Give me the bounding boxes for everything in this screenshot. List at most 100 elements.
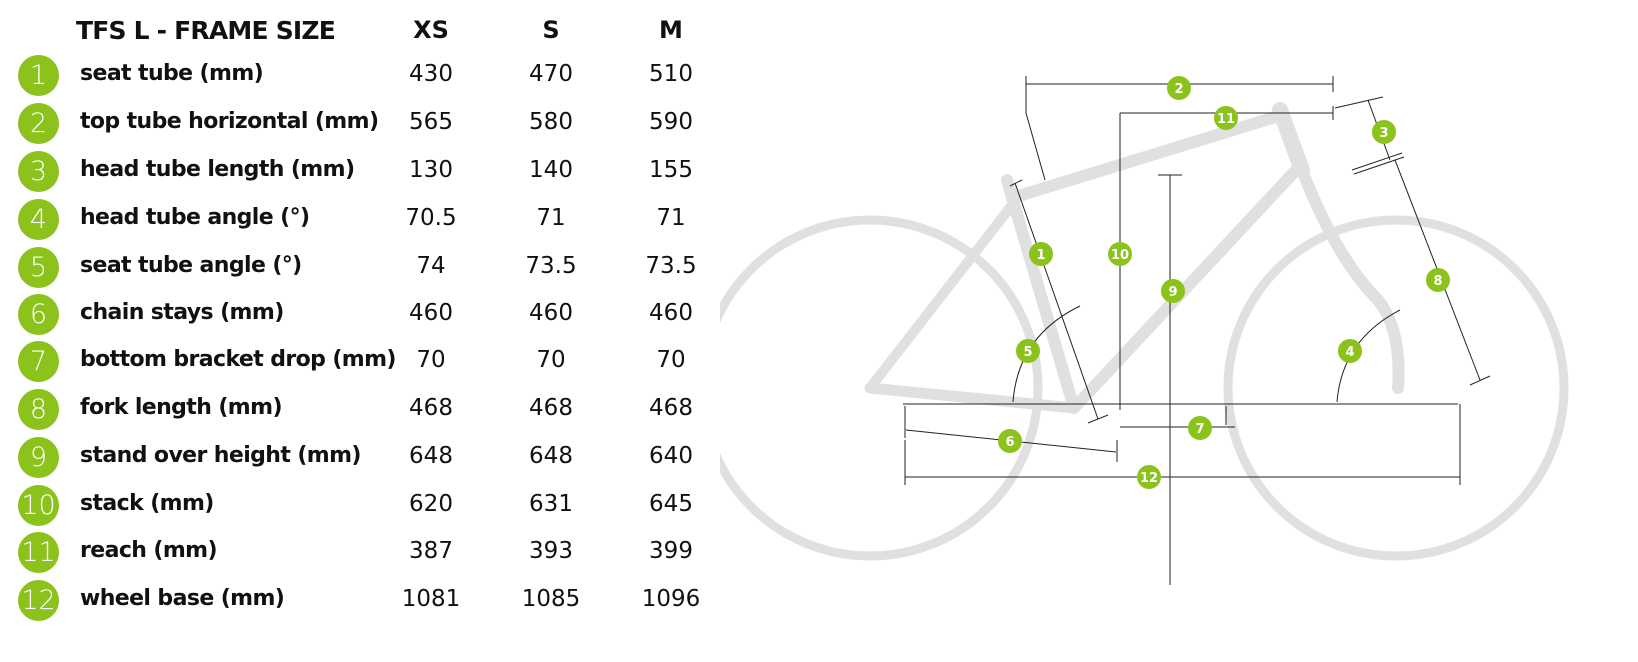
marker-2: 2 [1167, 76, 1191, 100]
marker-12-label: 12 [1140, 471, 1158, 486]
rear-wheel [720, 215, 1043, 561]
marker-8: 8 [1426, 268, 1450, 292]
marker-11-label: 11 [1217, 112, 1235, 127]
row-number-badge: 5 [18, 247, 59, 288]
size-header-s: S [542, 16, 560, 44]
value-s: 73.5 [525, 253, 577, 279]
value-s: 460 [529, 300, 573, 326]
value-m: 590 [649, 109, 693, 135]
row-label: chain stays (mm) [80, 300, 284, 325]
value-m: 510 [649, 61, 693, 87]
value-m: 1096 [641, 586, 701, 612]
value-s: 140 [529, 157, 573, 183]
table-row: 12 wheel base (mm) 1081 1085 1096 [0, 577, 720, 627]
table-row: 8 fork length (mm) 468 468 468 [0, 386, 720, 436]
value-xs: 130 [409, 157, 453, 183]
dimension-markers: 2 11 3 1 10 9 8 5 [998, 76, 1450, 489]
row-label: head tube angle (°) [80, 205, 310, 230]
marker-5: 5 [1016, 339, 1040, 363]
marker-7-label: 7 [1195, 422, 1204, 437]
value-s: 470 [529, 61, 573, 87]
marker-4-label: 4 [1345, 345, 1354, 360]
bike-frame [864, 102, 1405, 414]
marker-5-label: 5 [1023, 345, 1032, 360]
value-m: 399 [649, 538, 693, 564]
value-xs: 460 [409, 300, 453, 326]
row-number-badge: 12 [18, 580, 59, 621]
marker-3-label: 3 [1379, 126, 1388, 141]
value-m: 460 [649, 300, 693, 326]
value-s: 70 [536, 347, 566, 373]
value-m: 155 [649, 157, 693, 183]
marker-9: 9 [1161, 279, 1185, 303]
value-m: 70 [656, 347, 686, 373]
value-xs: 1081 [401, 586, 461, 612]
marker-8-label: 8 [1433, 274, 1442, 289]
value-xs: 70.5 [405, 205, 457, 231]
table-row: 3 head tube length (mm) 130 140 155 [0, 148, 720, 198]
geometry-table: TFS L - FRAME SIZE XS S M 1 seat tube (m… [0, 0, 720, 662]
table-header: TFS L - FRAME SIZE XS S M [0, 10, 720, 50]
table-row: 4 head tube angle (°) 70.5 71 71 [0, 196, 720, 246]
value-s: 71 [536, 205, 566, 231]
front-wheel [1223, 215, 1569, 561]
table-row: 5 seat tube angle (°) 74 73.5 73.5 [0, 244, 720, 294]
marker-10: 10 [1108, 242, 1132, 266]
row-number-badge: 2 [18, 103, 59, 144]
value-s: 393 [529, 538, 573, 564]
table-row: 6 chain stays (mm) 460 460 460 [0, 291, 720, 341]
value-xs: 468 [409, 395, 453, 421]
value-m: 71 [656, 205, 686, 231]
value-s: 468 [529, 395, 573, 421]
row-label: fork length (mm) [80, 395, 283, 420]
value-xs: 70 [416, 347, 446, 373]
row-number-badge: 8 [18, 389, 59, 430]
value-s: 1085 [521, 586, 581, 612]
row-number-badge: 1 [18, 55, 59, 96]
marker-3: 3 [1372, 120, 1396, 144]
bike-geometry-diagram: 2 11 3 1 10 9 8 5 [720, 76, 1569, 585]
table-row: 7 bottom bracket drop (mm) 70 70 70 [0, 338, 720, 388]
marker-1-label: 1 [1036, 248, 1045, 263]
row-number-badge: 6 [18, 294, 59, 335]
table-row: 2 top tube horizontal (mm) 565 580 590 [0, 100, 720, 150]
marker-7: 7 [1188, 416, 1212, 440]
table-row: 9 stand over height (mm) 648 648 640 [0, 434, 720, 484]
table-title: TFS L - FRAME SIZE [76, 16, 336, 45]
row-number-badge: 10 [18, 485, 59, 526]
value-s: 631 [529, 491, 573, 517]
row-number-badge: 11 [18, 532, 59, 573]
marker-10-label: 10 [1111, 248, 1129, 263]
row-number-badge: 4 [18, 199, 59, 240]
marker-1: 1 [1029, 242, 1053, 266]
row-label: bottom bracket drop (mm) [80, 347, 396, 372]
row-label: seat tube angle (°) [80, 253, 302, 278]
value-s: 580 [529, 109, 573, 135]
value-m: 645 [649, 491, 693, 517]
marker-2-label: 2 [1174, 82, 1183, 97]
marker-11: 11 [1214, 106, 1238, 130]
row-label: reach (mm) [80, 538, 218, 563]
value-m: 468 [649, 395, 693, 421]
marker-6: 6 [998, 429, 1022, 453]
row-number-badge: 7 [18, 341, 59, 382]
value-xs: 430 [409, 61, 453, 87]
value-s: 648 [529, 443, 573, 469]
value-xs: 565 [409, 109, 453, 135]
marker-6-label: 6 [1005, 435, 1014, 450]
table-row: 1 seat tube (mm) 430 470 510 [0, 52, 720, 102]
value-xs: 387 [409, 538, 453, 564]
row-label: seat tube (mm) [80, 61, 264, 86]
size-header-xs: XS [413, 16, 449, 44]
table-row: 11 reach (mm) 387 393 399 [0, 529, 720, 579]
size-header-m: M [659, 16, 683, 44]
table-row: 10 stack (mm) 620 631 645 [0, 482, 720, 532]
marker-12: 12 [1137, 465, 1161, 489]
value-xs: 648 [409, 443, 453, 469]
value-m: 640 [649, 443, 693, 469]
row-label: stand over height (mm) [80, 443, 361, 468]
row-label: top tube horizontal (mm) [80, 109, 379, 134]
value-xs: 620 [409, 491, 453, 517]
value-m: 73.5 [645, 253, 697, 279]
row-label: stack (mm) [80, 491, 214, 516]
